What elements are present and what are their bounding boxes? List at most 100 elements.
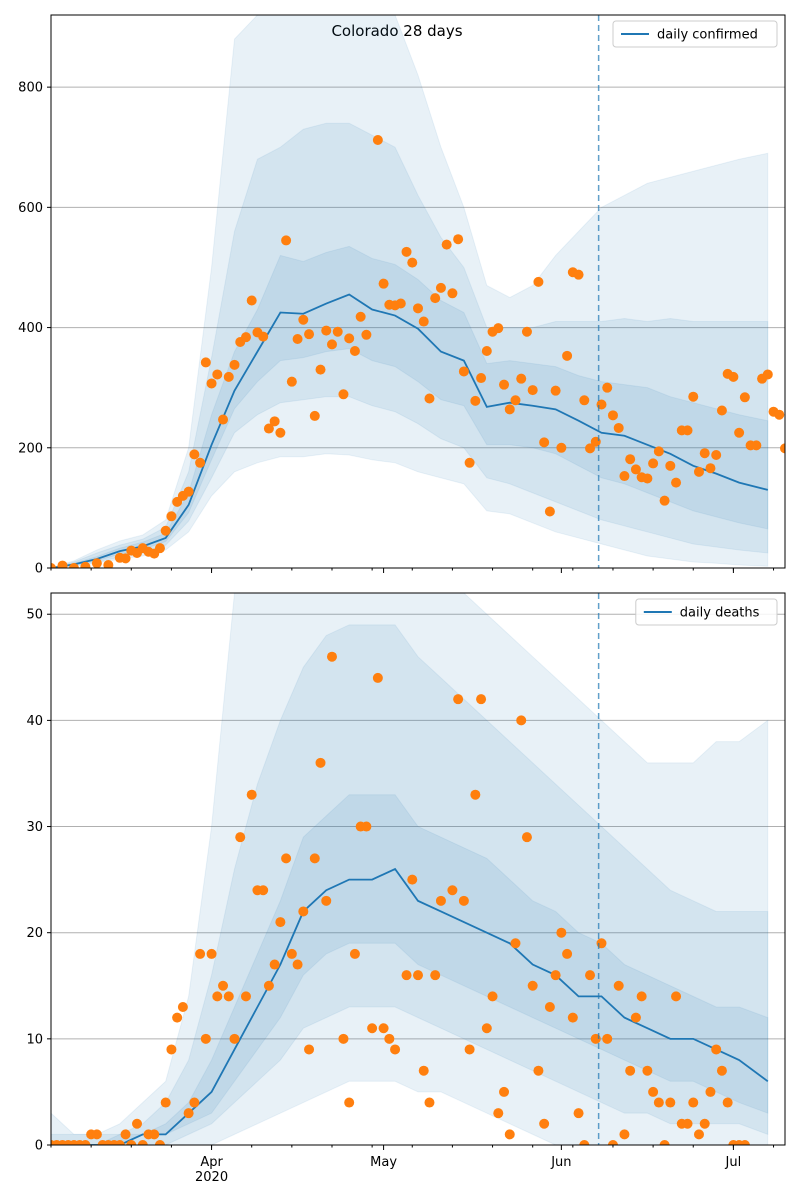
observed-point (653, 446, 664, 457)
observed-point (619, 471, 630, 482)
observed-point (493, 323, 504, 334)
observed-point (671, 991, 682, 1002)
observed-point (602, 1033, 613, 1044)
observed-point (154, 543, 165, 554)
observed-point (521, 832, 532, 843)
observed-point (154, 1140, 165, 1145)
observed-point (613, 422, 624, 433)
observed-point (613, 980, 624, 991)
observed-point (372, 135, 383, 146)
observed-point (120, 1129, 131, 1140)
observed-point (401, 970, 412, 981)
credible-band-2 (51, 122, 769, 568)
observed-point (665, 460, 676, 471)
observed-point (527, 980, 538, 991)
observed-point (481, 1023, 492, 1034)
observed-point (527, 385, 538, 396)
observed-point (470, 395, 481, 406)
x-tick-label: Jul (725, 1155, 742, 1170)
observed-point (659, 1140, 670, 1145)
observed-point (533, 276, 544, 287)
observed-point (378, 278, 389, 289)
observed-point (361, 329, 372, 340)
observed-point (447, 885, 458, 896)
observed-point (630, 464, 641, 475)
observed-point (504, 404, 515, 415)
y-tick-label: 200 (18, 441, 43, 456)
observed-point (378, 1023, 389, 1034)
observed-point (693, 1129, 704, 1140)
x-tick-label: May (370, 1155, 397, 1170)
observed-point (195, 948, 206, 959)
x-tick-label: Jun (550, 1155, 571, 1170)
observed-point (521, 326, 532, 337)
y-tick-label: 10 (26, 1032, 43, 1047)
observed-point (372, 672, 383, 683)
observed-point (716, 1065, 727, 1076)
observed-point (263, 423, 274, 434)
observed-point (229, 1033, 240, 1044)
axes-frame (50, 592, 786, 1146)
observed-point (562, 948, 573, 959)
observed-point (206, 948, 217, 959)
observed-point (338, 389, 349, 400)
plot-area (51, 593, 769, 1145)
observed-point (476, 373, 487, 384)
observed-point (258, 331, 269, 342)
observed-point (246, 789, 257, 800)
observed-point (762, 369, 773, 380)
legend-box (612, 20, 778, 48)
observed-point (326, 651, 337, 662)
observed-point (132, 1118, 143, 1129)
observed-point (292, 959, 303, 970)
observed-point (550, 385, 561, 396)
observed-point (240, 332, 251, 343)
observed-point (223, 371, 234, 382)
observed-point (126, 1140, 137, 1145)
observed-point (344, 333, 355, 344)
observed-point (579, 1140, 590, 1145)
observed-point (137, 1140, 148, 1145)
observed-point (120, 553, 131, 564)
observed-point (585, 970, 596, 981)
observed-point (407, 874, 418, 885)
observed-point (304, 329, 315, 340)
observed-point (384, 1033, 395, 1044)
observed-point (573, 269, 584, 280)
observed-point (315, 757, 326, 768)
observed-point (441, 239, 452, 250)
observed-point (711, 1044, 722, 1055)
observed-point (114, 1140, 125, 1145)
observed-point (739, 392, 750, 403)
observed-point (298, 906, 309, 917)
observed-point (533, 1065, 544, 1076)
observed-point (642, 1065, 653, 1076)
observed-point (780, 443, 785, 454)
observed-point (401, 246, 412, 257)
observed-point (149, 1129, 160, 1140)
observed-point (430, 970, 441, 981)
observed-point (453, 694, 464, 705)
observed-point (200, 357, 211, 368)
y-tick-label: 600 (18, 201, 43, 216)
observed-point (499, 379, 510, 390)
observed-point (567, 1012, 578, 1023)
y-tick-label: 20 (26, 926, 43, 941)
observed-point (309, 410, 320, 421)
legend-label: daily deaths (680, 606, 760, 621)
observed-point (653, 1097, 664, 1108)
observed-point (103, 559, 114, 568)
observed-point (493, 1108, 504, 1119)
observed-point (470, 789, 481, 800)
observed-point (189, 449, 200, 460)
credible-band-2 (51, 624, 769, 1145)
observed-point (309, 853, 320, 864)
observed-point (390, 1044, 401, 1055)
observed-point (562, 350, 573, 361)
observed-point (464, 457, 475, 468)
observed-point (413, 303, 423, 314)
observed-point (556, 927, 567, 938)
observed-point (361, 821, 372, 832)
